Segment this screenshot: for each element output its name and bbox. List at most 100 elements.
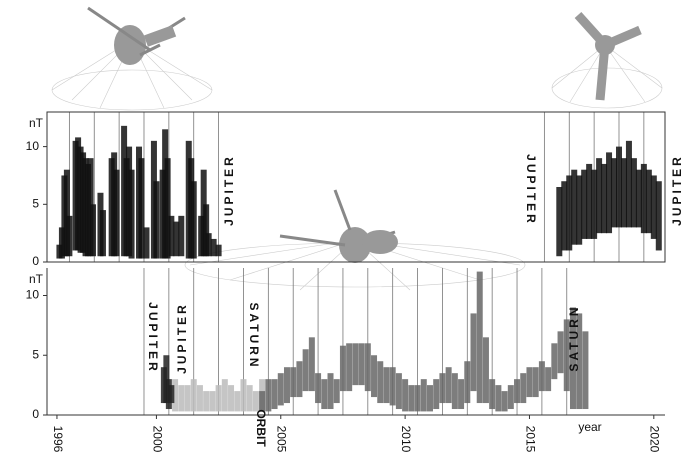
- data-range: [290, 367, 296, 397]
- data-range: [240, 379, 246, 411]
- data-range: [458, 379, 464, 409]
- data-range: [309, 337, 315, 391]
- data-range: [334, 379, 340, 403]
- data-range: [533, 367, 539, 397]
- data-range: [222, 379, 228, 411]
- data-range: [396, 373, 402, 409]
- data-range: [321, 379, 327, 409]
- x-tick-label: 2000: [150, 426, 164, 453]
- annotation: JUPITER: [670, 154, 684, 226]
- annotation: JUPITER: [146, 302, 160, 374]
- data-range: [284, 367, 290, 403]
- data-range: [489, 379, 495, 409]
- data-range: [340, 346, 346, 391]
- data-range: [185, 385, 191, 411]
- data-range: [526, 367, 532, 397]
- data-range: [191, 181, 197, 258]
- y-axis-label: nT: [29, 116, 44, 130]
- x-axis-label: year: [578, 420, 601, 434]
- data-range: [545, 367, 551, 391]
- data-range: [477, 272, 483, 403]
- annotation: JUPITER: [222, 154, 236, 226]
- x-tick-label: 1996: [51, 426, 65, 453]
- x-tick-label: 2015: [523, 426, 537, 453]
- data-range: [514, 379, 520, 403]
- data-range: [359, 343, 365, 385]
- data-range: [427, 385, 433, 411]
- data-range: [558, 331, 564, 373]
- annotation: SATURN: [567, 304, 581, 371]
- data-range: [377, 361, 383, 403]
- data-range: [365, 343, 371, 391]
- x-tick-label: 2020: [648, 426, 662, 453]
- y-tick-label: 5: [32, 196, 39, 210]
- data-range: [439, 373, 445, 403]
- data-range: [90, 204, 96, 256]
- data-range: [228, 385, 234, 411]
- y-axis-label: nT: [29, 272, 44, 286]
- x-tick-label: 2005: [275, 426, 289, 453]
- data-range: [66, 216, 72, 256]
- data-range: [390, 367, 396, 405]
- data-range: [100, 210, 106, 256]
- data-range: [178, 216, 184, 256]
- data-range: [296, 361, 302, 397]
- y-tick-label: 0: [32, 407, 39, 421]
- data-range: [539, 361, 545, 391]
- data-range: [114, 170, 120, 257]
- data-range: [495, 385, 501, 411]
- data-range: [421, 379, 427, 411]
- data-range: [656, 181, 662, 250]
- cassini-top: [52, 8, 212, 110]
- data-range: [452, 373, 458, 409]
- data-range: [551, 343, 557, 379]
- x-tick-label: 2010: [399, 426, 413, 453]
- data-range: [216, 385, 222, 411]
- data-range: [502, 391, 508, 411]
- data-range: [265, 379, 271, 411]
- data-series: [259, 272, 588, 412]
- data-range: [191, 379, 197, 411]
- data-range: [129, 170, 135, 259]
- data-range: [415, 385, 421, 411]
- data-range: [520, 373, 526, 403]
- data-range: [352, 343, 358, 385]
- y-tick-label: 10: [26, 139, 40, 153]
- annotation: JUPITER: [175, 302, 189, 374]
- data-range: [209, 391, 215, 411]
- figure: 0 5 10 nT JUPITER JUPITER JUPITER 0 5 10 nT 1996 200…: [0, 0, 696, 455]
- annotation: SATURN: [247, 302, 261, 369]
- data-range: [383, 367, 389, 403]
- data-range: [203, 391, 209, 411]
- data-range: [483, 337, 489, 403]
- data-range: [168, 385, 174, 403]
- data-range: [234, 391, 240, 411]
- data-range: [346, 343, 352, 391]
- data-range: [446, 367, 452, 403]
- data-range: [433, 379, 439, 409]
- juno-top: [552, 15, 662, 108]
- data-range: [408, 385, 414, 411]
- data-range: [303, 349, 309, 391]
- annotation: JUPITER: [524, 154, 538, 226]
- y-tick-label: 10: [26, 288, 40, 302]
- data-range: [143, 227, 149, 258]
- data-range: [402, 379, 408, 411]
- data-range: [178, 385, 184, 411]
- data-range: [471, 313, 477, 391]
- y-tick-label: 0: [32, 254, 39, 268]
- annotation: ORBIT: [254, 409, 268, 447]
- y-tick-label: 5: [32, 347, 39, 361]
- data-range: [315, 373, 321, 403]
- data-range: [464, 361, 470, 403]
- data-range: [272, 379, 278, 409]
- data-range: [582, 331, 588, 409]
- data-range: [216, 245, 222, 257]
- data-range: [278, 373, 284, 405]
- data-range: [197, 385, 203, 411]
- data-range: [328, 373, 334, 409]
- data-range: [153, 181, 159, 258]
- data-range: [371, 355, 377, 397]
- data-range: [247, 385, 253, 411]
- data-range: [508, 385, 514, 409]
